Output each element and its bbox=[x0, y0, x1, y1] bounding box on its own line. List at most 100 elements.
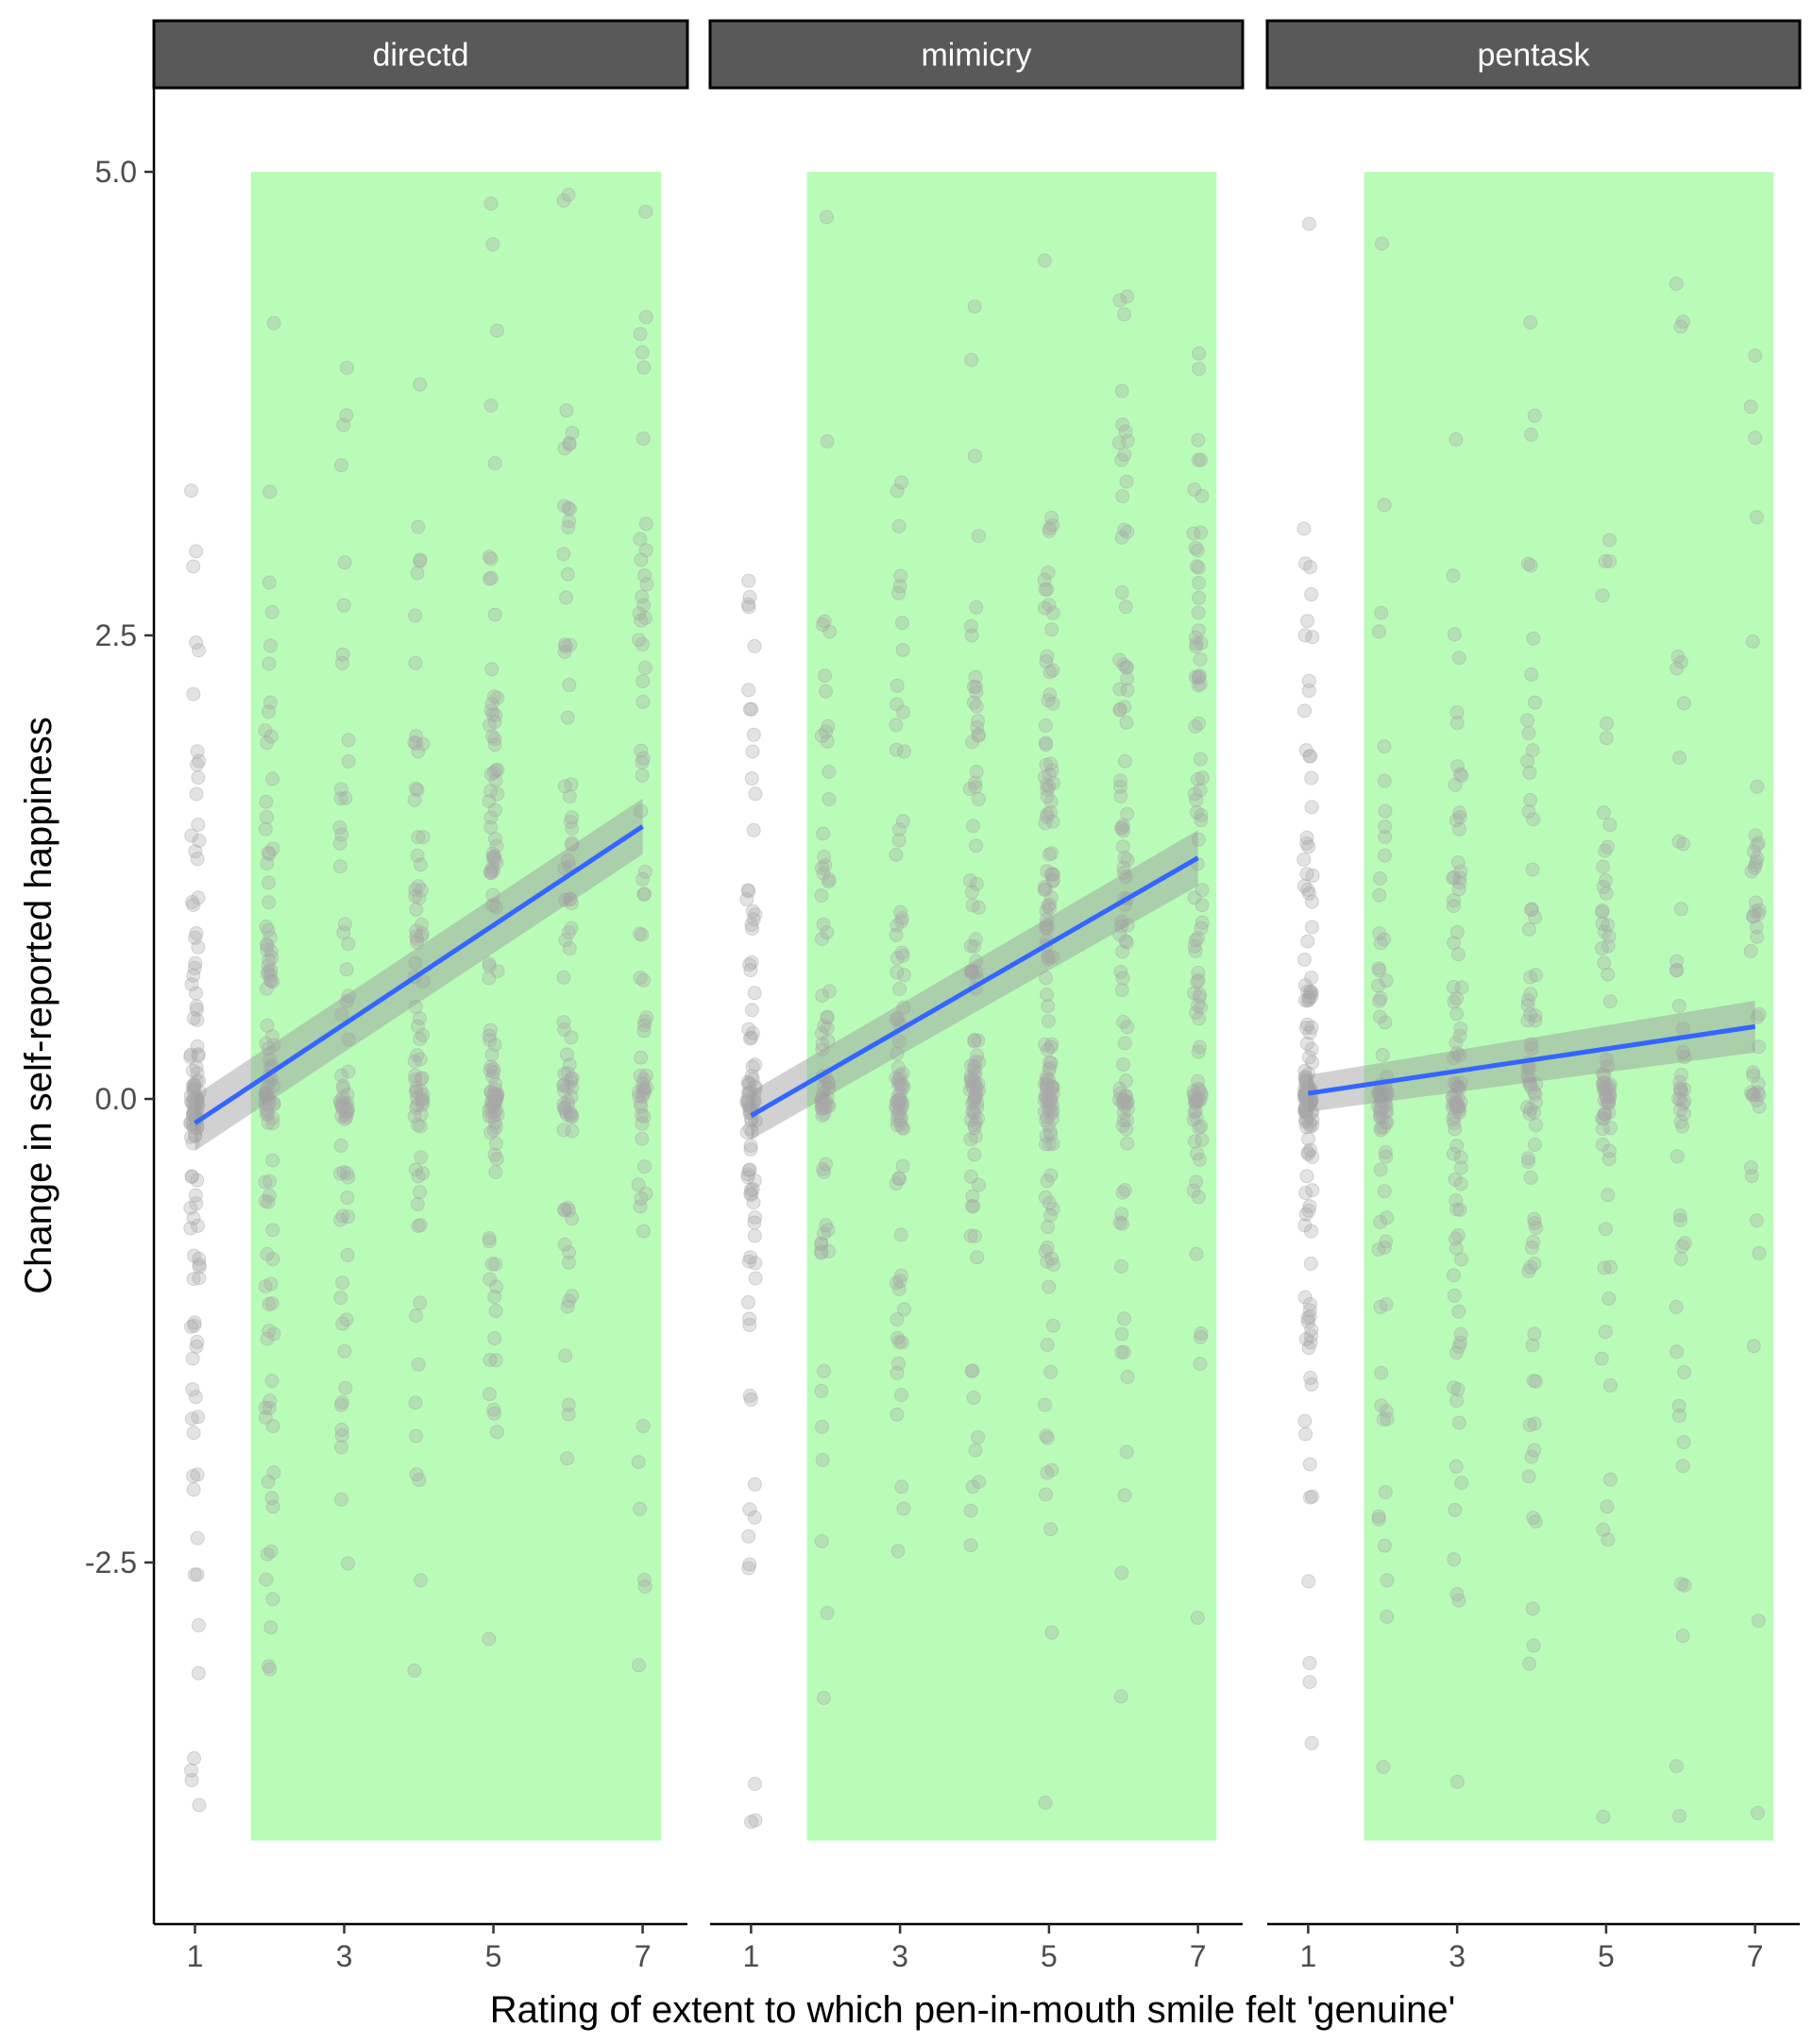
data-point bbox=[814, 1383, 829, 1398]
data-point bbox=[1373, 1299, 1388, 1314]
data-point bbox=[1195, 915, 1210, 930]
data-point bbox=[1450, 947, 1466, 962]
data-point bbox=[1304, 920, 1319, 935]
data-point bbox=[415, 1166, 431, 1181]
data-point bbox=[488, 763, 503, 778]
data-point bbox=[262, 1296, 277, 1311]
data-point bbox=[557, 645, 572, 659]
data-point bbox=[967, 1121, 982, 1136]
data-point bbox=[1524, 1449, 1539, 1464]
data-point bbox=[890, 1073, 906, 1089]
x-axis-title: Rating of extent to which pen-in-mouth s… bbox=[490, 1989, 1456, 2031]
data-point bbox=[1380, 1088, 1395, 1103]
data-point bbox=[556, 970, 571, 985]
data-point bbox=[190, 1103, 205, 1118]
data-point bbox=[190, 1467, 205, 1482]
data-point bbox=[891, 1077, 906, 1091]
data-point bbox=[637, 1083, 652, 1098]
data-point bbox=[636, 1018, 652, 1033]
data-point bbox=[1748, 828, 1763, 843]
data-point bbox=[413, 1119, 428, 1134]
data-point bbox=[1371, 961, 1386, 976]
data-point bbox=[820, 734, 835, 749]
data-point bbox=[1297, 1070, 1313, 1085]
data-point bbox=[334, 1098, 349, 1113]
data-point bbox=[891, 518, 906, 533]
data-point bbox=[743, 1250, 758, 1265]
data-point bbox=[1191, 832, 1206, 847]
data-point bbox=[747, 1087, 762, 1102]
data-point bbox=[1446, 899, 1461, 914]
data-point bbox=[1452, 1028, 1467, 1043]
data-point bbox=[562, 437, 577, 452]
data-point bbox=[184, 1763, 198, 1778]
data-point bbox=[1192, 362, 1207, 377]
data-point bbox=[637, 1579, 652, 1595]
data-point bbox=[1449, 1202, 1465, 1217]
data-point bbox=[1525, 1601, 1540, 1616]
data-point bbox=[487, 1107, 501, 1123]
data-point bbox=[633, 327, 648, 342]
data-point bbox=[262, 1659, 276, 1674]
data-point bbox=[890, 1118, 905, 1133]
data-point bbox=[1044, 1037, 1059, 1052]
data-point bbox=[484, 1094, 499, 1109]
data-point bbox=[1446, 1097, 1460, 1112]
data-point bbox=[259, 794, 274, 809]
data-point bbox=[1669, 963, 1684, 978]
data-point bbox=[1673, 1252, 1688, 1266]
data-point bbox=[1301, 1574, 1316, 1589]
data-point bbox=[265, 841, 280, 856]
data-point bbox=[261, 958, 276, 973]
data-point bbox=[487, 1115, 502, 1130]
data-point bbox=[814, 888, 829, 904]
data-point bbox=[488, 707, 503, 722]
data-point bbox=[1194, 452, 1209, 467]
data-point bbox=[1045, 1080, 1060, 1095]
data-point bbox=[565, 1080, 580, 1095]
data-point bbox=[262, 895, 277, 910]
data-point bbox=[742, 1031, 757, 1046]
data-point bbox=[1044, 763, 1059, 778]
data-point bbox=[187, 1318, 202, 1333]
data-point bbox=[1677, 1365, 1692, 1379]
data-point bbox=[260, 1103, 275, 1118]
data-point bbox=[1194, 635, 1209, 650]
data-point bbox=[1115, 820, 1129, 836]
data-point bbox=[1454, 1252, 1469, 1267]
data-point bbox=[1378, 1015, 1393, 1030]
data-point bbox=[1302, 1309, 1317, 1324]
data-point bbox=[1744, 1169, 1759, 1183]
data-point bbox=[1187, 938, 1202, 954]
data-point bbox=[970, 1048, 985, 1063]
data-point bbox=[822, 1081, 837, 1096]
data-point bbox=[1523, 1102, 1538, 1117]
data-point bbox=[1039, 757, 1054, 772]
data-point bbox=[488, 1082, 502, 1097]
data-point bbox=[1186, 1183, 1201, 1198]
data-point bbox=[741, 1254, 756, 1269]
data-point bbox=[561, 187, 576, 202]
data-point bbox=[741, 573, 756, 588]
data-point bbox=[188, 930, 203, 945]
data-point bbox=[1449, 1099, 1465, 1114]
data-point bbox=[966, 679, 981, 694]
data-point bbox=[482, 1231, 497, 1245]
data-point bbox=[1600, 1090, 1615, 1106]
data-point bbox=[1752, 903, 1767, 918]
data-point bbox=[186, 1482, 201, 1497]
data-point bbox=[962, 1083, 977, 1098]
data-point bbox=[1039, 737, 1054, 752]
data-point bbox=[1525, 862, 1540, 877]
data-point bbox=[889, 847, 904, 862]
data-point bbox=[1189, 1110, 1204, 1125]
data-point bbox=[482, 794, 497, 809]
data-point bbox=[483, 551, 499, 566]
data-point bbox=[1528, 695, 1543, 710]
data-point bbox=[748, 1813, 763, 1828]
data-point bbox=[1044, 622, 1059, 637]
data-point bbox=[1595, 1111, 1610, 1125]
data-point bbox=[557, 1202, 571, 1217]
data-point bbox=[1045, 1318, 1060, 1333]
